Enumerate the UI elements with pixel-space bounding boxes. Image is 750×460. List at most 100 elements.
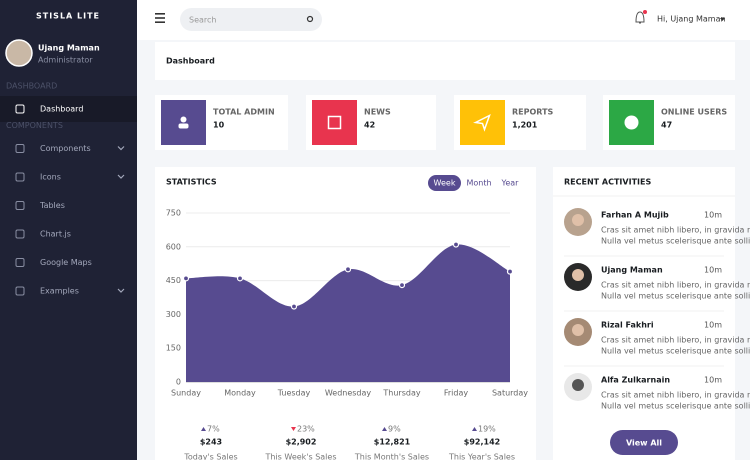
y-tick-label: 450 xyxy=(166,276,181,285)
icon xyxy=(180,116,187,123)
menu-icon xyxy=(15,104,25,114)
activity-name: Farhan A Mujib xyxy=(601,211,669,220)
activity-text: Nulla vel metus scelerisque ante sollici… xyxy=(601,402,750,411)
search-icon[interactable] xyxy=(306,15,314,23)
summary-value: $92,142 xyxy=(464,438,500,447)
menu-item[interactable]: Dashboard xyxy=(40,105,83,114)
summary-label: This Week's Sales xyxy=(264,453,336,460)
view-all-button[interactable] xyxy=(610,430,678,455)
stat-label: ONLINE USERS xyxy=(661,108,727,117)
menu-icon xyxy=(15,229,25,239)
x-tick-label: Thursday xyxy=(382,389,420,398)
area xyxy=(186,244,510,382)
submenu-caret xyxy=(117,146,125,151)
avatar xyxy=(5,39,33,67)
title-card xyxy=(155,42,735,80)
data-point xyxy=(236,275,244,282)
menu-item[interactable]: Chart.js xyxy=(40,230,71,239)
search-box[interactable] xyxy=(180,8,322,31)
user-name: Ujang Maman xyxy=(38,44,100,53)
menu-item[interactable]: Components xyxy=(40,144,91,153)
summary-label: Today's Sales xyxy=(183,453,237,460)
period-toggle[interactable]: Year xyxy=(501,179,520,188)
activity-text: Nulla vel metus scelerisque ante sollici… xyxy=(601,292,750,301)
summary-change: 9% xyxy=(388,425,401,434)
menu-item[interactable]: Examples xyxy=(40,287,79,296)
icon xyxy=(327,115,342,130)
summary-value: $243 xyxy=(200,438,222,447)
x-tick-label: Friday xyxy=(444,389,469,398)
menu-icon xyxy=(15,286,25,296)
y-tick-label: 750 xyxy=(166,209,181,218)
menu-icon xyxy=(15,144,25,153)
icon xyxy=(624,115,639,130)
menu-icon xyxy=(15,172,25,182)
activity-text: Cras sit amet nibh libero, in gravida nu… xyxy=(601,281,750,290)
data-point xyxy=(452,241,460,248)
summary-label: This Year's Sales xyxy=(448,453,515,460)
summary-value: $2,902 xyxy=(286,438,317,447)
x-tick-label: Wednesday xyxy=(325,389,372,398)
data-point xyxy=(506,268,514,275)
trend-arrow xyxy=(291,427,296,431)
bell-icon[interactable] xyxy=(635,11,645,24)
activity-text: Nulla vel metus scelerisque ante sollici… xyxy=(601,347,750,356)
submenu-caret xyxy=(117,174,125,179)
y-tick-label: 0 xyxy=(176,378,181,387)
menu-icon xyxy=(15,201,25,210)
activity-text: Cras sit amet nibh libero, in gravida nu… xyxy=(601,336,750,345)
notification-dot xyxy=(643,10,647,14)
stat-value: 42 xyxy=(364,121,375,130)
icon xyxy=(178,123,189,129)
period-toggle[interactable]: Week xyxy=(434,179,456,188)
data-point xyxy=(182,275,190,282)
menu-item[interactable]: Google Maps xyxy=(40,258,92,267)
greeting[interactable]: Hi, Ujang Maman xyxy=(657,15,726,24)
menu-icon xyxy=(15,258,25,267)
menu-item[interactable]: Icons xyxy=(40,173,61,182)
activity-text: Nulla vel metus scelerisque ante sollici… xyxy=(601,237,750,246)
menu-item[interactable]: Tables xyxy=(39,201,65,210)
icon xyxy=(473,113,491,132)
trend-arrow xyxy=(382,427,387,431)
sidebar-section-title: COMPONENTS xyxy=(6,121,63,130)
activity-text: Cras sit amet nibh libero, in gravida nu… xyxy=(601,391,750,400)
activity-name: Rizal Fakhri xyxy=(601,321,654,330)
sidebar-section-title: DASHBOARD xyxy=(6,82,57,91)
stat-label: NEWS xyxy=(364,108,391,117)
stat-icon-box xyxy=(312,100,357,145)
avatar-face xyxy=(572,324,584,336)
avatar-face xyxy=(572,269,584,281)
summary-label: This Month's Sales xyxy=(354,453,429,460)
brand: STISLA LITE xyxy=(36,12,100,21)
avatar-face xyxy=(572,214,584,226)
data-point xyxy=(398,282,406,289)
summary-change: 23% xyxy=(297,425,315,434)
x-tick-label: Tuesday xyxy=(277,389,311,398)
trend-arrow xyxy=(201,427,206,431)
summary-value: $12,821 xyxy=(374,438,411,447)
activity-text: Cras sit amet nibh libero, in gravida nu… xyxy=(601,226,750,235)
page-title: Dashboard xyxy=(166,57,215,66)
user-role: Administrator xyxy=(38,56,93,65)
menu-active xyxy=(0,96,137,122)
activity-name: Alfa Zulkarnain xyxy=(601,376,670,385)
activity-name: Ujang Maman xyxy=(601,266,663,275)
stat-label: REPORTS xyxy=(512,108,554,117)
stat-value: 10 xyxy=(213,121,225,130)
view-all-label[interactable]: View All xyxy=(626,439,662,448)
period-toggle[interactable]: Month xyxy=(466,179,491,188)
caret xyxy=(720,18,725,21)
submenu-caret xyxy=(117,288,125,293)
activity-time: 10m xyxy=(704,376,722,385)
x-tick-label: Sunday xyxy=(171,389,201,398)
y-tick-label: 150 xyxy=(166,344,181,353)
avatar-face xyxy=(572,379,584,391)
hamburger[interactable] xyxy=(155,13,165,23)
y-tick-label: 600 xyxy=(166,242,181,251)
data-point xyxy=(290,303,298,310)
data-point xyxy=(344,266,352,273)
chart-title: STATISTICS xyxy=(166,178,217,187)
activity-time: 10m xyxy=(704,321,722,330)
